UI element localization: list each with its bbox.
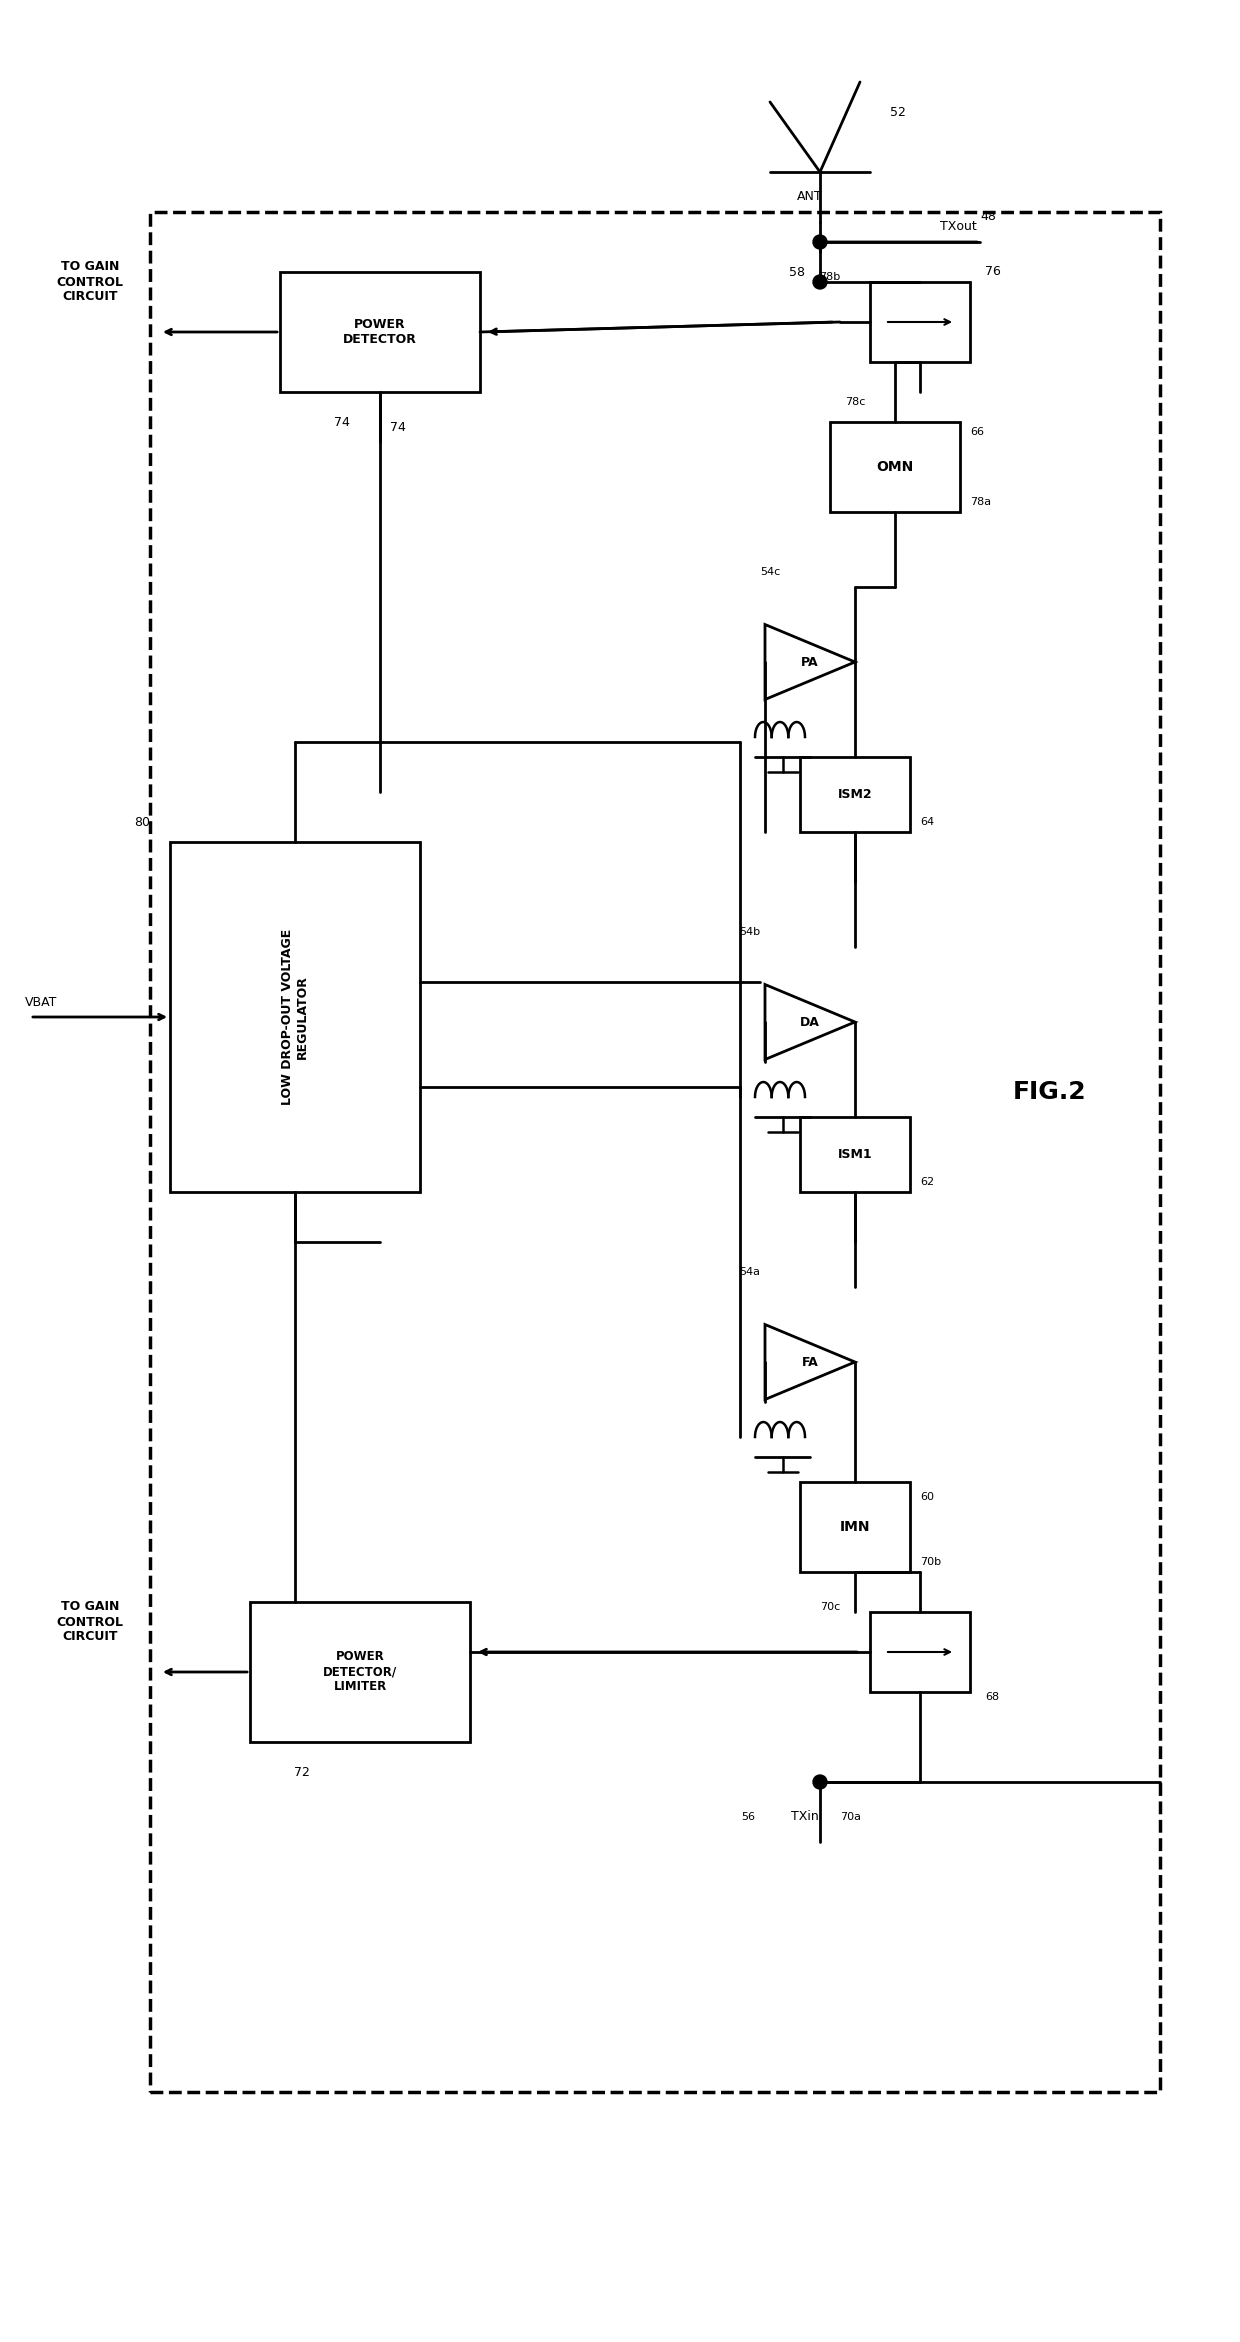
Bar bbox=[830, 422, 960, 513]
Bar bbox=[870, 1611, 970, 1691]
Bar bbox=[150, 213, 1159, 2091]
Text: 62: 62 bbox=[920, 1178, 934, 1187]
Text: 68: 68 bbox=[985, 1691, 999, 1703]
Bar bbox=[280, 272, 480, 391]
Circle shape bbox=[813, 234, 827, 248]
Bar bbox=[170, 843, 420, 1192]
Text: 48: 48 bbox=[980, 211, 996, 222]
Bar bbox=[250, 1602, 470, 1742]
Text: TO GAIN
CONTROL
CIRCUIT: TO GAIN CONTROL CIRCUIT bbox=[57, 260, 124, 304]
Text: 76: 76 bbox=[985, 265, 1001, 279]
Text: FIG.2: FIG.2 bbox=[1013, 1080, 1086, 1103]
Text: 80: 80 bbox=[134, 815, 150, 829]
Bar bbox=[800, 1117, 910, 1192]
Text: 78a: 78a bbox=[970, 497, 991, 506]
Text: 52: 52 bbox=[890, 105, 906, 119]
Text: 78b: 78b bbox=[818, 272, 839, 281]
Text: TXout: TXout bbox=[940, 220, 977, 234]
Polygon shape bbox=[765, 625, 856, 700]
Text: 60: 60 bbox=[920, 1492, 934, 1501]
Text: 54a: 54a bbox=[739, 1267, 760, 1276]
Text: 58: 58 bbox=[789, 265, 805, 279]
Text: 54b: 54b bbox=[739, 927, 760, 937]
Text: 72: 72 bbox=[294, 1766, 310, 1778]
Text: ISM1: ISM1 bbox=[838, 1148, 872, 1162]
Text: 78c: 78c bbox=[844, 398, 866, 408]
Text: FA: FA bbox=[801, 1356, 818, 1368]
Text: 64: 64 bbox=[920, 817, 934, 827]
Bar bbox=[800, 756, 910, 831]
Text: 74: 74 bbox=[391, 422, 405, 433]
Text: TO GAIN
CONTROL
CIRCUIT: TO GAIN CONTROL CIRCUIT bbox=[57, 1600, 124, 1644]
Text: POWER
DETECTOR/
LIMITER: POWER DETECTOR/ LIMITER bbox=[322, 1651, 397, 1693]
Text: PA: PA bbox=[801, 656, 818, 667]
Bar bbox=[800, 1482, 910, 1571]
Text: ISM2: ISM2 bbox=[838, 787, 872, 801]
Text: LOW DROP-OUT VOLTAGE
REGULATOR: LOW DROP-OUT VOLTAGE REGULATOR bbox=[281, 930, 309, 1105]
Text: IMN: IMN bbox=[839, 1520, 870, 1534]
Text: DA: DA bbox=[800, 1016, 820, 1028]
Text: OMN: OMN bbox=[877, 459, 914, 473]
Text: 66: 66 bbox=[970, 426, 985, 438]
Text: 70b: 70b bbox=[920, 1557, 941, 1567]
Text: POWER
DETECTOR: POWER DETECTOR bbox=[343, 319, 417, 347]
Polygon shape bbox=[765, 984, 856, 1059]
Text: VBAT: VBAT bbox=[25, 995, 57, 1009]
Circle shape bbox=[813, 1775, 827, 1789]
Text: ANT: ANT bbox=[797, 190, 823, 204]
Text: 70a: 70a bbox=[839, 1813, 861, 1822]
Bar bbox=[870, 281, 970, 363]
Text: 56: 56 bbox=[742, 1813, 755, 1822]
Text: 54c: 54c bbox=[760, 567, 780, 576]
Circle shape bbox=[813, 274, 827, 288]
Text: 70c: 70c bbox=[820, 1602, 839, 1611]
Text: 74: 74 bbox=[334, 415, 350, 429]
Text: TXin: TXin bbox=[791, 1810, 818, 1824]
Polygon shape bbox=[765, 1326, 856, 1401]
